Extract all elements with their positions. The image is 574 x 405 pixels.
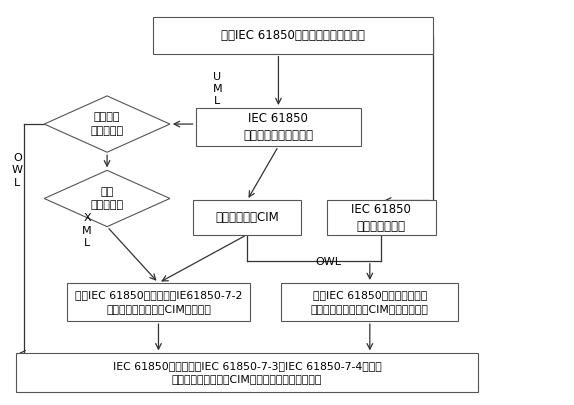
FancyBboxPatch shape [193,200,301,234]
FancyBboxPatch shape [281,283,459,321]
Text: 选定需要
关联的元素: 选定需要 关联的元素 [91,113,123,136]
FancyBboxPatch shape [327,200,436,234]
Text: IEC 61850
抽象的运行时类的模型: IEC 61850 抽象的运行时类的模型 [243,112,313,142]
Text: IEC 61850运行时模型IEC 61850-7-3和IEC 61850-7-4具体类
到所述公用信息模型CIM具体类间详细关系的模型: IEC 61850运行时模型IEC 61850-7-3和IEC 61850-7-… [113,361,381,384]
Text: 所述IEC 61850运行时模型IE61850-7-2
到所述公用信息模型CIM的抽象类: 所述IEC 61850运行时模型IE61850-7-2 到所述公用信息模型CIM… [75,290,242,313]
Text: 基于IEC 61850标准的常规变电站模型: 基于IEC 61850标准的常规变电站模型 [221,29,364,42]
Text: 公用信息模型CIM: 公用信息模型CIM [215,211,279,224]
Text: O
W
L: O W L [12,153,23,188]
FancyBboxPatch shape [153,17,433,54]
Text: 所述IEC 61850变电站功能模型
和所述公用信息模型CIM间关系的模型: 所述IEC 61850变电站功能模型 和所述公用信息模型CIM间关系的模型 [311,290,429,313]
Text: IEC 61850
变电站功能模型: IEC 61850 变电站功能模型 [351,202,411,232]
Text: U
M
L: U M L [212,72,222,107]
Text: OWL: OWL [315,257,341,267]
Text: X
M
L: X M L [82,213,92,248]
Text: 关联
选定的元素: 关联 选定的元素 [91,187,123,210]
FancyBboxPatch shape [67,283,250,321]
Polygon shape [44,96,170,152]
FancyBboxPatch shape [196,108,361,146]
Polygon shape [44,171,170,227]
FancyBboxPatch shape [15,353,478,392]
